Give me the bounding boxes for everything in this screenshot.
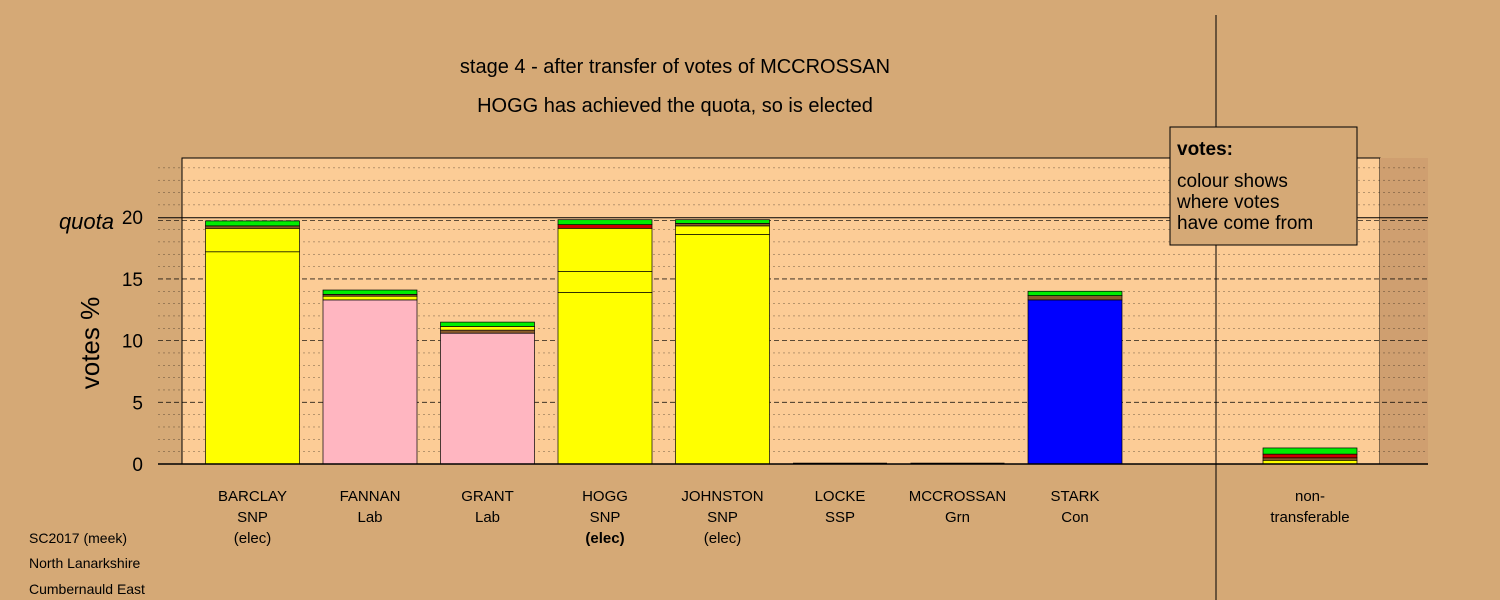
- candidate-name: MCCROSSAN: [909, 488, 1007, 505]
- candidate-name: GRANT: [461, 488, 514, 505]
- bar-segment: [557, 271, 653, 293]
- y-axis-label: votes %: [75, 297, 105, 390]
- bar-segment: [1027, 299, 1123, 465]
- bar-segment: [675, 219, 770, 224]
- legend-box: [1169, 126, 1358, 246]
- bar-segment: [322, 295, 418, 301]
- candidate-name: HOGG: [582, 488, 628, 505]
- candidate-status: (elec): [704, 530, 742, 547]
- footer-line-2: North Lanarkshire: [29, 555, 140, 571]
- bar-fannan: [322, 289, 418, 465]
- candidate-party: Con: [1061, 509, 1089, 526]
- bar-segment: [205, 225, 300, 229]
- bar-johnston: [675, 219, 770, 465]
- y-tick-label: 15: [122, 270, 143, 291]
- bar-segment: [1027, 295, 1123, 301]
- bar-hogg: [557, 219, 653, 465]
- candidate-name: LOCKE: [815, 488, 866, 505]
- y-tick-label: 10: [122, 332, 143, 353]
- bar-segment: [205, 227, 300, 253]
- nontransferable-label: transferable: [1270, 509, 1349, 526]
- bar-segment: [557, 292, 653, 465]
- bar-segment: [322, 299, 418, 465]
- quota-label: quota: [59, 209, 114, 234]
- candidate-name: STARK: [1051, 488, 1100, 505]
- chart-subtitle: HOGG has achieved the quota, so is elect…: [477, 95, 873, 117]
- y-tick-label: 20: [122, 208, 143, 229]
- candidate-party: SSP: [825, 509, 855, 526]
- candidate-name: JOHNSTON: [681, 488, 763, 505]
- bar-segment: [322, 289, 418, 295]
- chart-title: stage 4 - after transfer of votes of MCC…: [460, 56, 890, 78]
- y-tick-label: 0: [132, 455, 143, 476]
- legend-line-1: colour shows: [1177, 171, 1288, 192]
- candidate-party: SNP: [590, 509, 621, 526]
- candidate-status: (elec): [585, 530, 624, 547]
- legend-line-2: where votes: [1176, 192, 1279, 213]
- bar-nontransferable: [1262, 447, 1358, 465]
- x-axis-labels: BARCLAY SNP (elec) FANNAN Lab GRANT Lab HOGG SNP…: [218, 488, 1350, 547]
- bars: [205, 219, 1358, 465]
- bar-grant: [440, 321, 535, 465]
- y-tick-label: 5: [132, 393, 143, 414]
- bar-segment: [557, 224, 653, 229]
- nontransferable-label: non-: [1295, 488, 1325, 505]
- footer-line-1: SC2017 (meek): [29, 530, 127, 546]
- bar-segment: [675, 234, 770, 465]
- legend-title: votes:: [1177, 139, 1233, 160]
- bar-segment: [1262, 453, 1358, 459]
- bar-segment: [205, 220, 300, 227]
- footer-line-3: Cumbernauld East: [29, 581, 145, 597]
- bar-segment: [440, 332, 535, 465]
- bar-segment: [1027, 290, 1123, 296]
- candidate-party: Lab: [357, 509, 382, 526]
- bar-barclay: [205, 220, 300, 465]
- bar-segment: [1262, 447, 1358, 455]
- bar-segment: [557, 227, 653, 272]
- candidate-name: BARCLAY: [218, 488, 287, 505]
- bar-stark: [1027, 290, 1123, 465]
- bar-segment: [1262, 457, 1358, 461]
- candidate-party: Grn: [945, 509, 970, 526]
- candidate-status: (elec): [234, 530, 272, 547]
- candidate-party: SNP: [237, 509, 268, 526]
- candidate-party: SNP: [707, 509, 738, 526]
- bar-segment: [675, 225, 770, 235]
- bar-segment: [440, 321, 535, 327]
- legend-shade: [1380, 158, 1428, 464]
- bar-segment: [205, 251, 300, 465]
- bar-segment: [675, 223, 770, 227]
- legend-line-3: have come from: [1177, 213, 1313, 234]
- candidate-name: FANNAN: [340, 488, 401, 505]
- bar-segment: [440, 329, 535, 334]
- bar-segment: [440, 326, 535, 331]
- candidate-party: Lab: [475, 509, 500, 526]
- bar-segment: [557, 219, 653, 225]
